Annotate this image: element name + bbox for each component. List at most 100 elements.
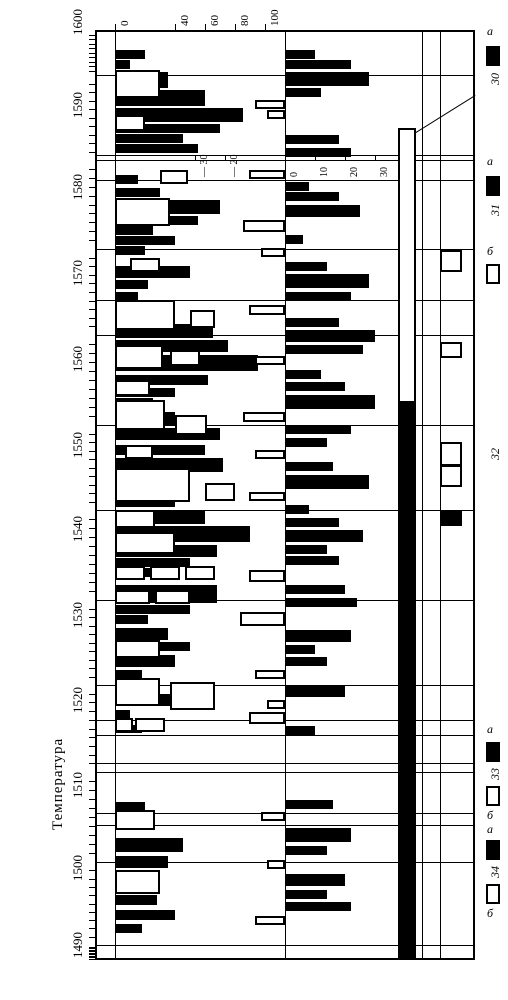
panel31-bar bbox=[261, 812, 285, 821]
year-tick bbox=[89, 258, 95, 259]
panel31-bar bbox=[285, 205, 360, 217]
legend-33a-letter: а bbox=[487, 722, 493, 737]
decade-label: 1600 bbox=[70, 9, 86, 35]
year-tick bbox=[89, 434, 95, 435]
legend-32-num: 32 bbox=[488, 448, 503, 460]
axis31-tick-label: 10 bbox=[319, 167, 330, 177]
panel30-bar bbox=[115, 226, 153, 235]
panel32-box bbox=[115, 400, 165, 430]
legend-32b-letter: б bbox=[487, 244, 493, 259]
panel32-box bbox=[115, 718, 133, 732]
year-tick bbox=[89, 887, 95, 888]
year-tick bbox=[89, 283, 95, 284]
panel31-bar bbox=[285, 330, 375, 342]
axis30-tick bbox=[205, 24, 206, 30]
year-tick bbox=[89, 844, 95, 845]
panel32-box bbox=[205, 483, 235, 501]
year-tick bbox=[89, 344, 95, 345]
year-tick bbox=[89, 755, 95, 756]
temperature-label: Температура bbox=[50, 738, 67, 830]
chart-stage: Температура а 30 а 31 б 32 а 33 б а 34 б… bbox=[0, 0, 508, 1000]
axis30-tick-label: 0 bbox=[119, 21, 131, 27]
panel32-box bbox=[170, 682, 215, 710]
year-tick bbox=[89, 555, 95, 556]
year-tick bbox=[89, 634, 95, 635]
year-tick bbox=[89, 178, 95, 179]
axis31-tick-label: 30 bbox=[379, 167, 390, 177]
year-tick bbox=[89, 928, 95, 929]
panel31-bar bbox=[285, 382, 345, 391]
panel33-guide bbox=[422, 30, 423, 960]
year-tick bbox=[89, 213, 95, 214]
panel31-bar bbox=[285, 60, 351, 69]
year-tick bbox=[89, 799, 95, 800]
legend-30-letter: а bbox=[487, 24, 493, 39]
year-tick bbox=[89, 231, 95, 232]
panel30-bar bbox=[115, 856, 168, 868]
panel30-bar bbox=[115, 236, 175, 245]
axis31-tick-label: — 30 bbox=[199, 155, 210, 178]
panel33-hollow bbox=[398, 128, 416, 403]
year-tick bbox=[89, 711, 95, 712]
year-tick bbox=[89, 416, 95, 417]
axis30-tick bbox=[235, 24, 236, 30]
panel30-bar bbox=[115, 924, 142, 933]
panel32-box bbox=[115, 566, 145, 580]
decade-label: 1590 bbox=[70, 92, 86, 118]
year-tick bbox=[89, 763, 95, 764]
panel32-box bbox=[115, 345, 163, 369]
panel31-bar bbox=[285, 462, 333, 471]
panel32-box bbox=[185, 566, 215, 580]
year-tick bbox=[89, 904, 95, 905]
legend-34b-swatch bbox=[486, 884, 500, 904]
year-tick bbox=[89, 879, 95, 880]
panel31-bar bbox=[285, 545, 327, 554]
legend-33-num: 33 bbox=[488, 768, 503, 780]
year-tick bbox=[89, 702, 95, 703]
year-tick bbox=[89, 84, 95, 85]
panel32-box bbox=[115, 532, 175, 554]
panel30-bar bbox=[115, 144, 198, 153]
panel31-bar bbox=[285, 598, 357, 607]
panel32-box bbox=[115, 468, 190, 502]
year-tick bbox=[89, 677, 95, 678]
year-tick bbox=[89, 737, 95, 738]
panel31-bar bbox=[261, 248, 285, 257]
year-tick bbox=[89, 196, 95, 197]
year-tick bbox=[89, 746, 95, 747]
panel31-bar bbox=[285, 235, 303, 244]
panel31-bar bbox=[285, 800, 333, 809]
panel31-bar bbox=[285, 182, 309, 191]
panel31-bar bbox=[285, 192, 339, 201]
axis31-tick-label: 0 bbox=[289, 172, 300, 177]
panel30-bar bbox=[115, 175, 138, 184]
panel32-box bbox=[135, 718, 165, 732]
panel32-box bbox=[115, 300, 175, 330]
year-tick bbox=[89, 573, 95, 574]
year-tick bbox=[89, 528, 95, 529]
panel32-box bbox=[115, 70, 160, 98]
panel32-box bbox=[115, 198, 170, 226]
year-tick bbox=[89, 205, 95, 206]
panel31-bar bbox=[285, 274, 369, 288]
year-tick bbox=[89, 781, 95, 782]
panel31-bar bbox=[285, 630, 351, 642]
panel30-bar bbox=[115, 628, 168, 640]
panel31-bar bbox=[285, 530, 363, 542]
panel31-bar bbox=[249, 170, 285, 179]
year-tick bbox=[89, 817, 95, 818]
axis30-tick-label: 100 bbox=[269, 10, 281, 27]
decade-label: 1510 bbox=[70, 772, 86, 798]
panel30-bar bbox=[115, 60, 130, 69]
axis31-tick-label: — 20 bbox=[229, 155, 240, 178]
legend-33a-swatch bbox=[486, 742, 500, 762]
panel34-hollow bbox=[440, 250, 462, 272]
legend-30-swatch bbox=[486, 46, 500, 66]
year-tick bbox=[89, 729, 95, 730]
year-tick bbox=[89, 651, 95, 652]
panel32-box bbox=[175, 415, 207, 435]
year-tick bbox=[89, 44, 95, 45]
year-tick bbox=[89, 48, 95, 49]
panel31-bar bbox=[285, 657, 327, 666]
panel31-bar bbox=[249, 570, 285, 582]
